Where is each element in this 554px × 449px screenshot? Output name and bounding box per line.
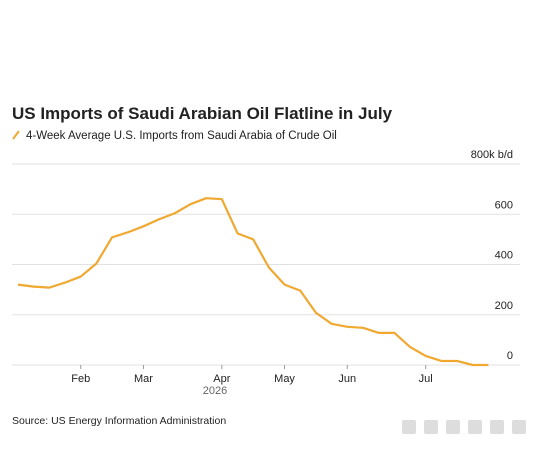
y-tick-label: 0: [507, 350, 513, 362]
toolbar-icon[interactable]: [512, 420, 526, 434]
source: Source: US Energy Information Administra…: [12, 415, 226, 427]
legend-label: 4-Week Average U.S. Imports from Saudi A…: [26, 130, 337, 142]
x-tick-label: Apr: [213, 373, 230, 385]
x-tick-label: Feb: [71, 373, 90, 385]
y-tick-label: 400: [495, 250, 513, 262]
toolbar-icon[interactable]: [490, 420, 504, 434]
toolbar-icon[interactable]: [424, 420, 438, 434]
y-tick-label: 600: [495, 199, 513, 211]
toolbar: [402, 420, 526, 434]
x-tick-label: May: [274, 373, 295, 385]
x-axis-label: 2026: [203, 385, 227, 397]
legend-swatch: [12, 130, 20, 140]
y-tick-label: 200: [495, 300, 513, 312]
toolbar-icon[interactable]: [402, 420, 416, 434]
x-tick-label: Jun: [338, 373, 356, 385]
x-tick-label: Jul: [419, 373, 433, 385]
y-tick-label: 800k b/d: [471, 149, 513, 161]
x-tick-label: Mar: [134, 373, 153, 385]
line-series: [17, 197, 489, 367]
toolbar-icon[interactable]: [468, 420, 482, 434]
toolbar-icon[interactable]: [446, 420, 460, 434]
chart-title: US Imports of Saudi Arabian Oil Flatline…: [12, 104, 393, 123]
